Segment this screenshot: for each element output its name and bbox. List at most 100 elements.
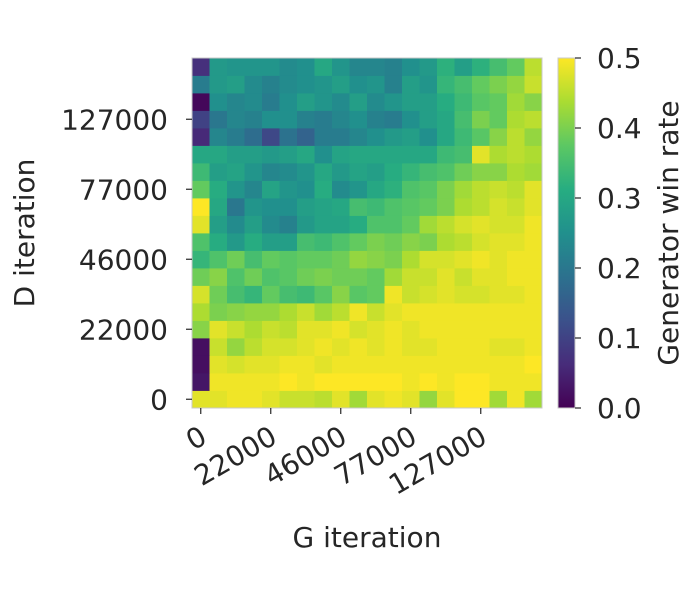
y-tick-label: 0 (150, 383, 168, 416)
heatmap-cell (367, 390, 385, 409)
plot-frame (191, 57, 543, 409)
heatmap-cell (262, 373, 280, 391)
x-axis-label: G iteration (293, 521, 442, 554)
heatmap-cell (262, 355, 280, 374)
heatmap-cell (209, 303, 228, 321)
heatmap-cell (437, 180, 455, 199)
heatmap-cell (384, 163, 403, 181)
heatmap-cell (489, 93, 508, 111)
heatmap-cell (419, 303, 438, 321)
heatmap-cell (489, 233, 508, 251)
heatmap-cell (384, 58, 403, 76)
heatmap-cell (437, 390, 455, 409)
heatmap-cell (384, 145, 403, 164)
heatmap-cell (244, 198, 263, 216)
heatmap-cell (192, 93, 210, 111)
heatmap-cell (297, 110, 315, 129)
heatmap-cell (279, 355, 298, 374)
heatmap-cell (402, 355, 420, 374)
heatmap-cell (367, 180, 385, 199)
heatmap-cell (454, 58, 473, 76)
heatmap-cell (437, 128, 455, 146)
heatmap-cell (419, 198, 438, 216)
heatmap-cell (332, 338, 350, 356)
heatmap-cell (279, 233, 298, 251)
heatmap-cell (279, 163, 298, 181)
heatmap-cell (349, 110, 368, 129)
heatmap-cell (419, 180, 438, 199)
heatmap-cell (402, 233, 420, 251)
heatmap-cell (367, 215, 385, 234)
heatmap-cell (507, 145, 525, 164)
heatmap-cell (507, 320, 525, 339)
heatmap-cell (419, 233, 438, 251)
heatmap-cell (349, 58, 368, 76)
heatmap-cell (489, 58, 508, 76)
heatmap-cell (524, 75, 543, 94)
heatmap-cell (314, 355, 333, 374)
heatmap-cell (314, 373, 333, 391)
heatmap-cell (279, 198, 298, 216)
heatmap-cell (349, 75, 368, 94)
heatmap-cell (384, 303, 403, 321)
heatmap-cell (507, 268, 525, 286)
heatmap-cell (314, 390, 333, 409)
heatmap-cell (297, 93, 315, 111)
heatmap-cell (524, 250, 543, 269)
heatmap-cell (524, 373, 543, 391)
heatmap-cell (314, 285, 333, 304)
heatmap-cell (507, 285, 525, 304)
heatmap-cell (227, 268, 245, 286)
heatmap-cell (507, 338, 525, 356)
heatmap-cell (367, 303, 385, 321)
heatmap-cell (279, 338, 298, 356)
heatmap-cell (524, 268, 543, 286)
heatmap-cell (419, 285, 438, 304)
heatmap-cell (437, 338, 455, 356)
heatmap-cell (297, 128, 315, 146)
heatmap-cell (244, 58, 263, 76)
heatmap-cell (384, 110, 403, 129)
heatmap-cell (489, 215, 508, 234)
heatmap-cell (384, 355, 403, 374)
heatmap-cell (402, 145, 420, 164)
heatmap-cell (262, 163, 280, 181)
heatmap-cell (244, 390, 263, 409)
heatmap-cell (454, 75, 473, 94)
heatmap-cell (454, 250, 473, 269)
heatmap-cell (244, 93, 263, 111)
heatmap-cell (279, 303, 298, 321)
heatmap-cell (297, 75, 315, 94)
heatmap-cell (384, 128, 403, 146)
heatmap-cell (227, 285, 245, 304)
heatmap-cell (279, 145, 298, 164)
heatmap-cell (262, 145, 280, 164)
heatmap-cell (209, 93, 228, 111)
heatmap-cell (437, 58, 455, 76)
heatmap-cell (384, 75, 403, 94)
heatmap-cell (192, 58, 210, 76)
heatmap-cell (279, 390, 298, 409)
heatmap-cell (454, 285, 473, 304)
heatmap-cell (314, 198, 333, 216)
heatmap-cell (244, 215, 263, 234)
heatmap-cell (402, 285, 420, 304)
heatmap-cell (209, 145, 228, 164)
heatmap-cell (297, 233, 315, 251)
heatmap-cell (227, 163, 245, 181)
heatmap-cell (314, 320, 333, 339)
heatmap-cell (367, 163, 385, 181)
heatmap-cell (192, 233, 210, 251)
heatmap-cell (454, 163, 473, 181)
heatmap-cell (349, 145, 368, 164)
heatmap-cell (209, 75, 228, 94)
heatmap-cell (472, 250, 490, 269)
heatmap-cell (244, 320, 263, 339)
heatmap-cell (314, 58, 333, 76)
heatmap-cell (209, 320, 228, 339)
heatmap-cell (192, 145, 210, 164)
heatmap-cell (244, 250, 263, 269)
heatmap-cell (297, 58, 315, 76)
heatmap-cell (227, 215, 245, 234)
heatmap-cell (227, 303, 245, 321)
